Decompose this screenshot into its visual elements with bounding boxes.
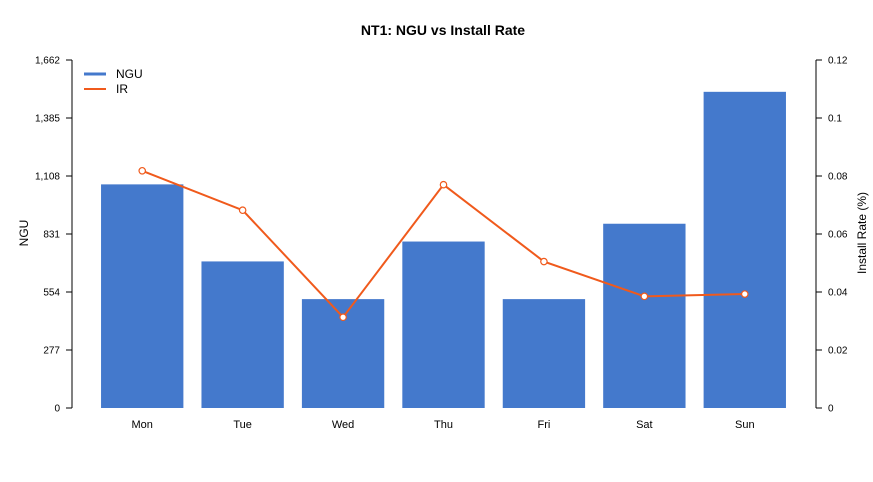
legend-label-ir: IR: [116, 82, 128, 96]
left-tick-label: 1,662: [35, 56, 60, 67]
right-tick-label: 0.06: [828, 230, 848, 241]
left-tick-label: 277: [43, 346, 60, 357]
chart-title: NT1: NGU vs Install Rate: [361, 22, 525, 38]
ir-point-tue: [238, 206, 247, 215]
left-axis-title: NGU: [17, 220, 31, 247]
right-tick-label: 0.02: [828, 346, 848, 357]
ir-point-fri: [540, 257, 548, 266]
bar-tue: [201, 261, 284, 408]
x-tick-label-mon: Mon: [132, 419, 153, 431]
line-series: [138, 166, 749, 322]
bar-fri: [502, 299, 586, 408]
x-axis-labels: Mon Tue Wed Thu Fri Sat Sun: [132, 419, 755, 431]
bar-sat: [603, 223, 686, 408]
left-tick-label: 831: [43, 230, 60, 241]
legend-label-ngu: NGU: [116, 67, 143, 81]
x-tick-label-tue: Tue: [233, 419, 252, 431]
bar-mon: [101, 184, 184, 408]
bar-series: [101, 91, 786, 408]
ir-point-mon: [138, 166, 147, 175]
x-tick-label-sat: Sat: [636, 419, 653, 431]
right-tick-label: 0.08: [828, 172, 848, 183]
x-tick-label-thu: Thu: [434, 419, 453, 431]
legend: NGU IR: [84, 67, 143, 96]
x-tick-label-wed: Wed: [332, 419, 354, 431]
ir-point-sun: [740, 290, 749, 298]
right-tick-label: 0: [828, 404, 834, 415]
ir-point-sat: [640, 292, 649, 301]
x-tick-label-fri: Fri: [538, 419, 551, 431]
right-tick-label: 0.04: [828, 288, 848, 299]
right-y-axis: 0 0.02 0.04 0.06 0.08 0.1 0.12: [815, 56, 848, 415]
ir-point-wed: [339, 313, 347, 322]
left-tick-label: 1,385: [35, 114, 60, 125]
left-tick-label: 0: [54, 404, 60, 415]
right-axis-title: Install Rate (%): [855, 192, 869, 274]
bar-thu: [402, 241, 485, 408]
left-y-axis: 0 277 554 831 1,108 1,385 1,662: [35, 56, 73, 415]
x-tick-label-sun: Sun: [735, 419, 755, 431]
left-tick-label: 1,108: [35, 172, 60, 183]
left-tick-label: 554: [43, 288, 60, 299]
bar-sun: [703, 91, 786, 408]
right-tick-label: 0.1: [828, 114, 842, 125]
right-tick-label: 0.12: [828, 56, 848, 67]
ir-point-thu: [439, 180, 448, 189]
